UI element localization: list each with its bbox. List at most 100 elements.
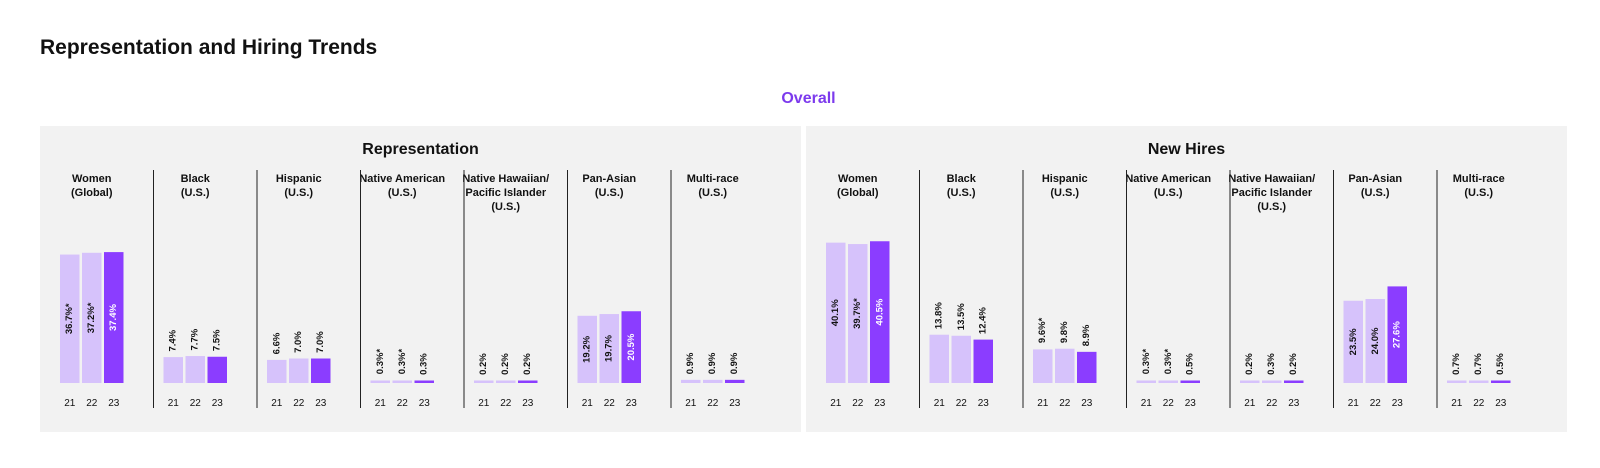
bar <box>414 380 434 383</box>
x-tick-label: 21 <box>64 398 76 409</box>
group-label: Native Hawaiian/ <box>462 173 549 185</box>
x-tick-label: 23 <box>1081 398 1093 409</box>
bar <box>1136 380 1156 383</box>
data-label: 0.3%* <box>375 349 386 375</box>
bar <box>474 380 494 383</box>
group-label: Black <box>181 173 211 185</box>
group-label: (U.S.) <box>1257 201 1286 213</box>
data-label: 0.9% <box>685 352 696 374</box>
data-label: 20.5% <box>626 333 637 360</box>
data-label: 0.3%* <box>397 349 408 375</box>
data-label: 0.5% <box>1185 353 1196 375</box>
bar <box>1284 380 1304 383</box>
x-tick-label: 22 <box>1059 398 1071 409</box>
x-tick-label: 23 <box>1185 398 1197 409</box>
bar <box>1447 380 1467 383</box>
x-tick-label: 23 <box>1392 398 1404 409</box>
bar <box>496 380 516 383</box>
representation-title: Representation <box>362 141 479 158</box>
data-label: 7.7% <box>190 328 201 350</box>
data-label: 9.6%* <box>1037 317 1048 343</box>
data-label: 8.9% <box>1081 324 1092 346</box>
bar <box>1033 349 1053 383</box>
x-tick-label: 23 <box>626 398 638 409</box>
representation-panel: Representation Women (Global) 36.7%* 21 37.2… <box>40 126 801 432</box>
bar <box>392 380 412 383</box>
x-tick-label: 21 <box>168 398 180 409</box>
x-tick-label: 21 <box>1244 398 1256 409</box>
bar <box>577 315 597 383</box>
bar <box>1240 380 1260 383</box>
data-label: 0.7% <box>1451 353 1462 375</box>
group-label: (U.S.) <box>1361 187 1390 199</box>
group-label: (U.S.) <box>1050 187 1079 199</box>
bar <box>848 244 868 383</box>
group-label: Native Hawaiian/ <box>1228 173 1315 185</box>
data-label: 40.5% <box>874 298 885 325</box>
group-label: (U.S.) <box>284 187 313 199</box>
data-label: 13.5% <box>956 303 967 330</box>
x-tick-label: 22 <box>1266 398 1278 409</box>
bar <box>703 379 723 383</box>
bar <box>1365 299 1385 383</box>
x-tick-label: 23 <box>212 398 224 409</box>
x-tick-label: 21 <box>271 398 283 409</box>
bar <box>185 356 205 383</box>
x-tick-label: 22 <box>956 398 968 409</box>
bar <box>1077 351 1097 383</box>
x-tick-label: 21 <box>1451 398 1463 409</box>
x-tick-label: 21 <box>685 398 697 409</box>
data-label: 0.5% <box>1495 353 1506 375</box>
bar <box>267 359 287 383</box>
data-label: 0.3%* <box>1163 349 1174 375</box>
group-label: Multi-race <box>1453 173 1505 185</box>
group-label: Women <box>72 173 112 185</box>
group-label: (U.S.) <box>698 187 727 199</box>
bar <box>951 335 971 383</box>
x-tick-label: 22 <box>293 398 305 409</box>
bar <box>681 379 701 383</box>
bar <box>725 379 745 383</box>
data-label: 0.2% <box>478 353 489 375</box>
group-label: Pan-Asian <box>1348 173 1402 185</box>
x-tick-label: 21 <box>1348 398 1360 409</box>
group-label: (Global) <box>71 187 113 199</box>
group-label: (U.S.) <box>491 201 520 213</box>
data-label: 13.8% <box>934 302 945 329</box>
group-label: (U.S.) <box>1154 187 1183 199</box>
overall-heading: Overall <box>781 90 836 107</box>
data-label: 0.2% <box>522 353 533 375</box>
data-label: 0.2% <box>1288 353 1299 375</box>
bar <box>1158 380 1178 383</box>
group-label: (U.S.) <box>1464 187 1493 199</box>
bar <box>1055 348 1075 383</box>
x-tick-label: 21 <box>478 398 490 409</box>
x-tick-label: 23 <box>1288 398 1300 409</box>
bar <box>207 356 227 383</box>
data-label: 19.2% <box>582 335 593 362</box>
bar <box>60 254 80 383</box>
bar <box>311 358 331 383</box>
group-label: Native American <box>1125 173 1211 185</box>
bar <box>973 339 993 383</box>
bar <box>929 334 949 383</box>
x-tick-label: 21 <box>1141 398 1153 409</box>
group-label: (U.S.) <box>181 187 210 199</box>
data-label: 6.6% <box>271 332 282 354</box>
bar <box>163 357 183 383</box>
bar <box>1262 380 1282 383</box>
x-tick-label: 22 <box>500 398 512 409</box>
x-tick-label: 22 <box>397 398 409 409</box>
bar <box>826 242 846 383</box>
x-tick-label: 23 <box>419 398 431 409</box>
data-label: 0.3% <box>419 353 430 375</box>
data-label: 37.2%* <box>86 302 97 333</box>
x-tick-label: 22 <box>1370 398 1382 409</box>
x-tick-label: 22 <box>707 398 719 409</box>
bar <box>621 311 641 383</box>
bar <box>599 314 619 383</box>
bar <box>1387 286 1407 383</box>
x-tick-label: 22 <box>852 398 864 409</box>
bar <box>370 380 390 383</box>
data-label: 0.9% <box>707 352 718 374</box>
